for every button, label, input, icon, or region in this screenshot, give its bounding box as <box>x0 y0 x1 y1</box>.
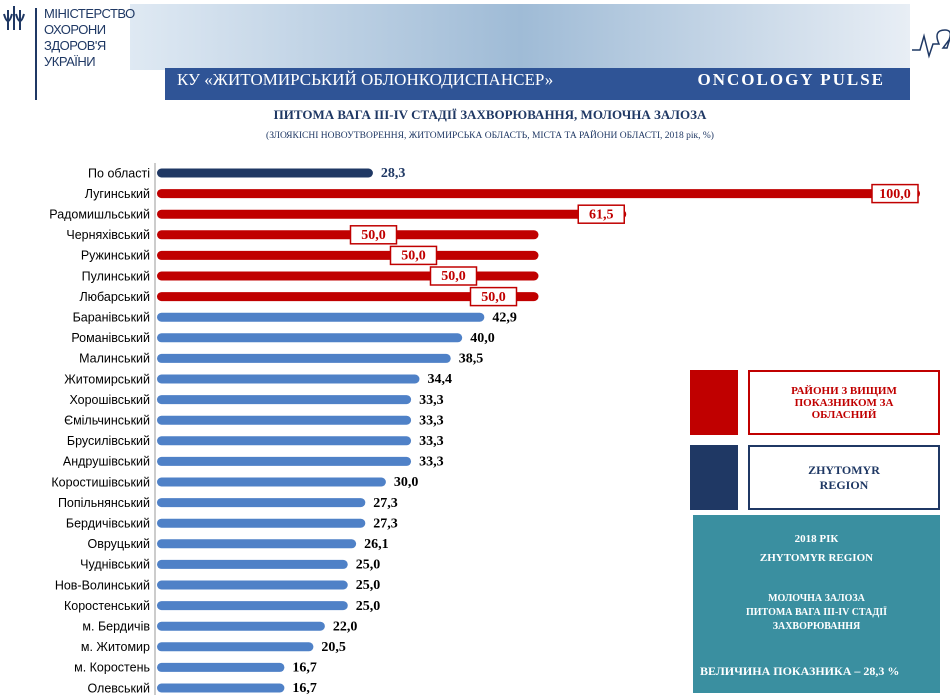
value-label: 30,0 <box>394 475 419 490</box>
bar <box>157 663 284 672</box>
bar <box>157 354 451 363</box>
bar <box>157 601 348 610</box>
bar <box>157 622 325 631</box>
category-label: м. Бердичів <box>82 619 150 633</box>
page: КУ «ЖИТОМИРСЬКИЙ ОБЛОНКОДИСПАНСЕР» ONCOL… <box>0 0 950 699</box>
bar <box>157 581 348 590</box>
value-label: 33,3 <box>419 434 444 449</box>
bar <box>157 478 386 487</box>
value-label: 100,0 <box>879 187 911 202</box>
category-label: Брусилівський <box>67 434 150 448</box>
value-label: 25,0 <box>356 578 381 593</box>
bar <box>157 457 411 466</box>
value-label: 50,0 <box>361 228 386 243</box>
bar <box>157 375 419 384</box>
pulse-line <box>912 30 950 56</box>
category-label: Малинський <box>79 352 150 366</box>
bar <box>157 189 920 198</box>
value-label: 34,4 <box>427 372 452 387</box>
category-label: Любарський <box>79 290 150 304</box>
info-line: ZHYTOMYR REGION <box>693 551 940 565</box>
chart-title: ПИТОМА ВАГА III-IV СТАДІЇ ЗАХВОРЮВАННЯ, … <box>274 107 707 122</box>
value-label: 20,5 <box>321 640 346 655</box>
category-label: Черняхівський <box>66 228 150 242</box>
bar <box>157 169 373 178</box>
bar <box>157 251 539 260</box>
value-label: 22,0 <box>333 619 358 634</box>
bar <box>157 333 462 342</box>
category-label: Андрушівський <box>63 455 150 469</box>
category-label: Нов-Волинський <box>55 578 150 592</box>
value-label: 38,5 <box>459 352 484 367</box>
info-line: 2018 РІК <box>693 532 940 546</box>
bar <box>157 416 411 425</box>
category-label: м. Коростень <box>74 661 150 675</box>
bar <box>157 539 356 548</box>
bar <box>157 272 539 281</box>
category-label: Ємільчинський <box>64 413 150 427</box>
category-label: Коростишівський <box>51 475 150 489</box>
legend-swatch <box>690 445 738 510</box>
bar <box>157 436 411 445</box>
value-label: 33,3 <box>419 455 444 470</box>
category-label: Лугинський <box>85 187 150 201</box>
category-label: Радомишльський <box>49 207 150 221</box>
info-line: ПИТОМА ВАГА III-IV СТАДІЇ ЗАХВОРЮВАННЯ <box>693 606 940 634</box>
bar <box>157 684 284 693</box>
category-label: Романівський <box>71 331 150 345</box>
category-label: Чуднівський <box>80 558 150 572</box>
bar <box>157 642 313 651</box>
category-label: Олевський <box>87 681 150 695</box>
value-label: 33,3 <box>419 393 444 408</box>
category-label: Ружинський <box>81 249 150 263</box>
chart-subtitle: (ЗЛОЯКІСНІ НОВОУТВОРЕННЯ, ЖИТОМИРСЬКА ОБ… <box>266 129 714 141</box>
brand: ONCOLOGY PULSE <box>698 70 885 89</box>
banner-image <box>130 4 910 70</box>
value-label: 42,9 <box>492 310 517 325</box>
value-label: 27,3 <box>373 496 398 511</box>
bar <box>157 498 365 507</box>
value-label: 50,0 <box>481 290 506 305</box>
value-label: 25,0 <box>356 599 381 614</box>
category-label: По області <box>88 166 150 180</box>
value-label: 16,7 <box>292 681 317 696</box>
value-label: 61,5 <box>589 207 614 222</box>
category-label: м. Житомир <box>81 640 150 654</box>
legend-swatch <box>690 370 738 435</box>
value-label: 40,0 <box>470 331 495 346</box>
legend-entry: РАЙОНИ З ВИЩИМ ПОКАЗНИКОМ ЗА ОБЛАСНИЙ <box>748 370 940 435</box>
ministry: МІНІСТЕРСТВО ОХОРОНИ ЗДОРОВ'Я УКРАЇНИ <box>44 6 122 70</box>
bar <box>157 560 348 569</box>
info-line: ВЕЛИЧИНА ПОКАЗНИКА – 28,3 % <box>700 664 935 678</box>
value-label: 26,1 <box>364 537 389 552</box>
emblem <box>4 6 24 30</box>
value-label: 25,0 <box>356 558 381 573</box>
legend-entry: ZHYTOMYR REGION <box>748 445 940 510</box>
value-label: 16,7 <box>292 661 317 676</box>
value-label: 33,3 <box>419 413 444 428</box>
category-label: Баранівський <box>73 310 150 324</box>
category-label: Житомирський <box>64 372 150 386</box>
value-label: 50,0 <box>441 269 466 284</box>
category-label: Коростенський <box>64 599 150 613</box>
bar <box>157 519 365 528</box>
bar <box>157 230 539 239</box>
category-label: Овруцький <box>87 537 150 551</box>
bar <box>157 313 484 322</box>
value-label: 50,0 <box>401 249 426 264</box>
category-label: Хорошівський <box>69 393 150 407</box>
organization: КУ «ЖИТОМИРСЬКИЙ ОБЛОНКОДИСПАНСЕР» <box>177 70 553 89</box>
category-label: Пулинський <box>82 269 150 283</box>
value-label: 28,3 <box>381 166 406 181</box>
info-line: МОЛОЧНА ЗАЛОЗА <box>693 592 940 606</box>
bar <box>157 395 411 404</box>
category-label: Бердичівський <box>66 516 150 530</box>
category-label: Попільнянський <box>58 496 150 510</box>
value-label: 27,3 <box>373 516 398 531</box>
bar <box>157 210 626 219</box>
